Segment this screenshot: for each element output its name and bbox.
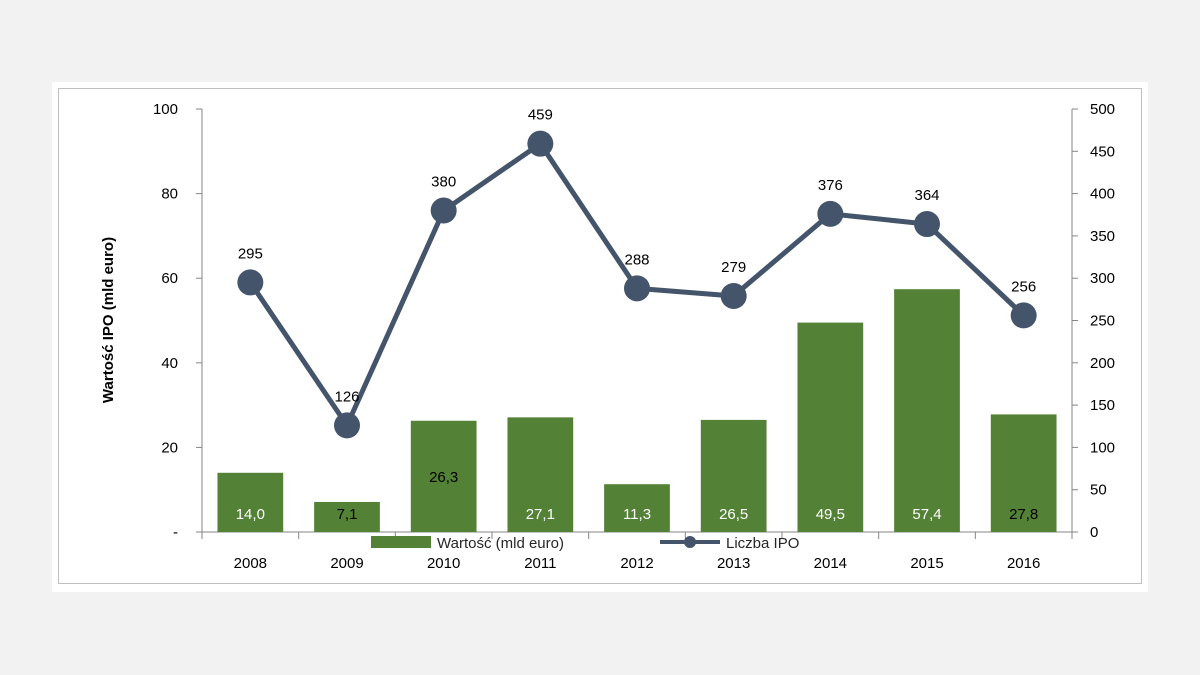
y2-tick-label: 0 xyxy=(1090,524,1098,541)
line-value-label: 256 xyxy=(1011,278,1036,295)
bar xyxy=(507,417,574,532)
line-value-label: 364 xyxy=(914,187,939,204)
y2-tick-label: 100 xyxy=(1090,439,1115,456)
bar-value-label: 7,1 xyxy=(337,506,358,523)
y2-tick-label: 50 xyxy=(1090,482,1107,499)
line-marker xyxy=(334,412,360,439)
line-layer xyxy=(237,130,1037,439)
x-tick-label: 2012 xyxy=(620,555,653,572)
line-value-label: 295 xyxy=(238,245,263,262)
x-tick-label: 2013 xyxy=(717,555,750,572)
x-tick-label: 2015 xyxy=(910,555,943,572)
y-tick-label: 20 xyxy=(161,439,178,456)
x-tick-label: 2009 xyxy=(330,555,363,572)
line-value-label: 459 xyxy=(528,107,553,124)
line-marker xyxy=(720,282,747,309)
x-tick-label: 2010 xyxy=(427,555,460,572)
y2-tick-label: 300 xyxy=(1090,270,1115,287)
y2-tick-label: 350 xyxy=(1090,228,1115,245)
bar xyxy=(604,484,670,532)
legend-label-line: Liczba IPO xyxy=(726,535,799,552)
y2-tick-label: 250 xyxy=(1090,313,1115,330)
y-axis-title: Wartość IPO (mld euro) xyxy=(100,237,117,403)
bar-value-label: 26,5 xyxy=(719,506,748,523)
axes-layer: - 20 40 60 80 100 0 50 100 150 200 250 300 350 400 450 5… xyxy=(153,101,1115,572)
bar xyxy=(990,414,1057,532)
legend-swatch-marker xyxy=(684,536,696,548)
bar-value-label: 14,0 xyxy=(236,506,265,523)
line-value-label: 279 xyxy=(721,259,746,276)
line-value-label: 380 xyxy=(431,174,456,191)
chart-border xyxy=(58,88,1142,584)
legend-label-bar: Wartość (mld euro) xyxy=(437,535,564,552)
bar xyxy=(217,472,284,532)
bar-value-label: 49,5 xyxy=(816,506,845,523)
bar-value-label: 57,4 xyxy=(912,506,941,523)
legend: Wartość (mld euro) Liczba IPO xyxy=(371,535,799,552)
legend-swatch-bar xyxy=(371,536,431,548)
y2-tick-label: 500 xyxy=(1090,101,1115,118)
y2-tick-label: 450 xyxy=(1090,143,1115,160)
line-marker xyxy=(527,130,554,157)
bar xyxy=(314,501,380,532)
y-tick-label: 40 xyxy=(161,355,178,372)
x-tick-label: 2014 xyxy=(814,555,847,572)
x-tick-label: 2008 xyxy=(234,555,267,572)
y2-tick-label: 150 xyxy=(1090,397,1115,414)
bar-value-label: 27,1 xyxy=(526,506,555,523)
bars-layer xyxy=(217,289,1057,532)
y2-tick-label: 400 xyxy=(1090,186,1115,203)
y-tick-label: 100 xyxy=(153,101,178,118)
y-tick-label: 80 xyxy=(161,186,178,203)
y-tick-label: 60 xyxy=(161,270,178,287)
line-value-label: 288 xyxy=(624,251,649,268)
line-marker xyxy=(914,211,940,238)
bar-value-label: 27,8 xyxy=(1009,506,1038,523)
line-marker xyxy=(624,275,650,302)
line-marker xyxy=(817,200,844,227)
y-tick-label: - xyxy=(173,524,178,541)
line-value-label: 126 xyxy=(334,388,359,405)
x-tick-label: 2016 xyxy=(1007,555,1040,572)
y2-tick-label: 200 xyxy=(1090,355,1115,372)
line-marker xyxy=(237,269,264,296)
line-marker xyxy=(430,197,457,224)
bar xyxy=(894,289,960,532)
x-tick-label: 2011 xyxy=(524,555,556,572)
bar-value-label: 26,3 xyxy=(429,469,458,486)
bar-value-label: 11,3 xyxy=(623,506,651,523)
bar xyxy=(700,419,767,532)
bar xyxy=(410,420,477,532)
labels-layer: 14,0 7,1 26,3 27,1 11,3 26,5 49,5 57,4 27,8 295 12… xyxy=(236,107,1039,523)
bar xyxy=(797,322,864,532)
line-value-label: 376 xyxy=(818,177,843,194)
line-marker xyxy=(1010,302,1037,329)
